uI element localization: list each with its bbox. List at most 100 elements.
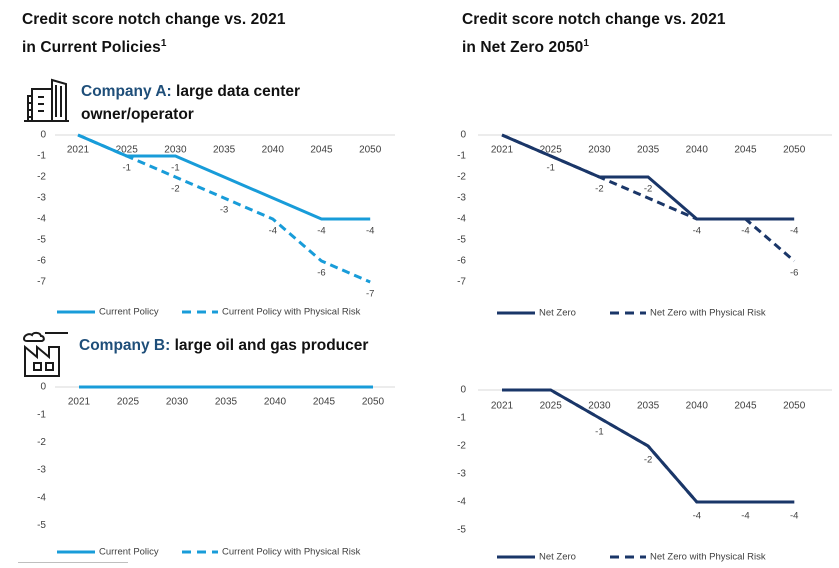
series-line-solid xyxy=(501,133,795,221)
legend-label: Current Policy xyxy=(99,307,159,318)
factory-icon xyxy=(22,331,68,377)
y-tick-label: -5 xyxy=(37,520,46,531)
footnote-divider xyxy=(18,562,128,563)
data-label: -1 xyxy=(122,163,130,174)
data-label: -4 xyxy=(693,511,701,522)
title-line1: Credit score notch change vs. 2021 xyxy=(462,11,726,28)
legend-label: Net Zero with Physical Risk xyxy=(650,308,766,319)
company-a-title: Company A: large data center owner/opera… xyxy=(81,80,300,126)
legend-label: Current Policy with Physical Risk xyxy=(222,547,361,558)
y-tick-label: -4 xyxy=(457,214,466,225)
y-tick-label: -3 xyxy=(457,469,466,480)
x-tick-label: 2030 xyxy=(588,145,611,156)
y-tick-label: -3 xyxy=(37,193,46,204)
y-tick-label: -7 xyxy=(37,277,46,288)
data-label: -4 xyxy=(693,226,701,237)
y-tick-label: -6 xyxy=(37,256,46,267)
x-tick-label: 2035 xyxy=(637,401,660,412)
x-tick-label: 2050 xyxy=(783,145,806,156)
data-label: -2 xyxy=(644,455,652,466)
column-title-current-policies: Credit score notch change vs. 2021 in Cu… xyxy=(22,8,286,60)
y-tick-label: -1 xyxy=(457,413,466,424)
data-label: -4 xyxy=(741,511,749,522)
y-tick-label: -1 xyxy=(457,151,466,162)
y-tick-label: -1 xyxy=(37,151,46,162)
data-label: -4 xyxy=(790,226,798,237)
x-tick-label: 2030 xyxy=(164,145,187,156)
footnote-marker: 1 xyxy=(583,38,590,49)
y-tick-label: -3 xyxy=(457,193,466,204)
footnote-marker: 1 xyxy=(160,38,167,49)
x-tick-label: 2025 xyxy=(116,145,139,156)
y-tick-label: -5 xyxy=(37,235,46,246)
legend-label: Current Policy with Physical Risk xyxy=(222,307,361,318)
y-tick-label: -5 xyxy=(457,525,466,536)
legend-label: Net Zero with Physical Risk xyxy=(650,552,766,563)
x-tick-label: 2040 xyxy=(686,145,709,156)
x-tick-label: 2030 xyxy=(588,401,611,412)
x-tick-label: 2025 xyxy=(117,397,140,408)
company-b-desc: large oil and gas producer xyxy=(174,337,369,354)
data-label: -4 xyxy=(366,226,374,237)
x-tick-label: 2035 xyxy=(215,397,238,408)
y-tick-label: -3 xyxy=(37,465,46,476)
x-tick-label: 2045 xyxy=(310,145,333,156)
title-line1: Credit score notch change vs. 2021 xyxy=(22,11,286,28)
legend-label: Net Zero xyxy=(539,552,576,563)
y-tick-label: -1 xyxy=(37,409,46,420)
data-label: -1 xyxy=(171,163,179,174)
company-b-header: Company B: large oil and gas producer xyxy=(18,330,368,380)
y-tick-label: -7 xyxy=(457,277,466,288)
y-tick-label: -4 xyxy=(457,497,466,508)
chart-company-b-net-zero: 0 -1 -2 -3 -4 -5 2021 2025 2030 2035 2040 2045 2050 -… xyxy=(457,385,832,563)
data-label: -2 xyxy=(644,184,652,195)
data-label: -6 xyxy=(790,268,798,279)
x-tick-label: 2035 xyxy=(637,145,660,156)
legend-label: Current Policy xyxy=(99,547,159,558)
y-tick-label: -2 xyxy=(457,172,466,183)
company-b-title: Company B: large oil and gas producer xyxy=(79,334,368,357)
data-label: -2 xyxy=(595,184,603,195)
series-line-solid xyxy=(502,388,795,504)
data-label: -3 xyxy=(220,205,228,216)
x-tick-label: 2040 xyxy=(262,145,285,156)
company-a-header: Company A: large data center owner/opera… xyxy=(20,76,300,126)
data-label: -1 xyxy=(546,163,554,174)
x-tick-label: 2050 xyxy=(362,397,385,408)
x-tick-label: 2025 xyxy=(540,145,563,156)
y-tick-label: -4 xyxy=(37,214,46,225)
company-b-name: Company B: xyxy=(79,337,171,354)
office-buildings-icon xyxy=(24,78,69,122)
data-label: -4 xyxy=(317,226,325,237)
y-tick-label: -2 xyxy=(457,441,466,452)
x-tick-label: 2050 xyxy=(783,401,806,412)
y-tick-label: -2 xyxy=(37,437,46,448)
x-tick-label: 2040 xyxy=(686,401,709,412)
company-a-desc-line1: large data center xyxy=(176,83,301,100)
x-tick-label: 2045 xyxy=(734,145,757,156)
x-tick-label: 2021 xyxy=(68,397,91,408)
x-tick-label: 2025 xyxy=(540,401,563,412)
x-tick-label: 2030 xyxy=(166,397,189,408)
column-title-net-zero: Credit score notch change vs. 2021 in Ne… xyxy=(462,8,726,60)
chart-company-a-net-zero: 0 -1 -2 -3 -4 -5 -6 -7 2021 2025 2030 2035 2040 2045 2… xyxy=(457,130,832,319)
y-tick-label: -6 xyxy=(457,256,466,267)
data-label: -7 xyxy=(366,289,374,300)
y-tick-label: -4 xyxy=(37,492,46,503)
x-tick-label: 2040 xyxy=(264,397,287,408)
chart-company-b-current-policies: 0 -1 -2 -3 -4 -5 2021 2025 2030 2035 2040 2045 2050 C… xyxy=(37,382,395,558)
x-tick-label: 2050 xyxy=(359,145,382,156)
title-line2: in Current Policies xyxy=(22,39,161,57)
data-label: -4 xyxy=(790,511,798,522)
y-tick-label: -5 xyxy=(457,235,466,246)
data-label: -4 xyxy=(741,226,749,237)
title-line2: in Net Zero 2050 xyxy=(462,39,584,57)
data-label: -6 xyxy=(317,268,325,279)
legend-label: Net Zero xyxy=(539,308,576,319)
data-label: -2 xyxy=(171,184,179,195)
data-label: -4 xyxy=(269,226,277,237)
x-tick-label: 2021 xyxy=(491,145,514,156)
chart-company-a-current-policies: 0 -1 -2 -3 -4 -5 -6 -7 2021 2025 2030 2035 2040 2045 2… xyxy=(37,130,395,318)
x-tick-label: 2045 xyxy=(313,397,336,408)
